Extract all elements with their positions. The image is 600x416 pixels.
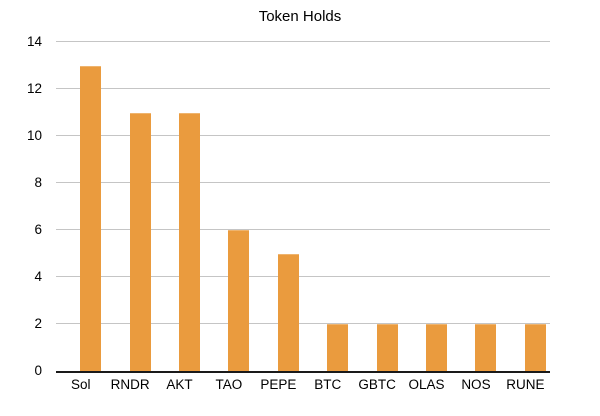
- gridline-y10: [56, 135, 550, 136]
- x-axis-label-nos: NOS: [461, 377, 491, 392]
- bar-slot-akt: [155, 42, 204, 371]
- y-axis-label-10: 10: [26, 128, 42, 143]
- bar-rune: [524, 324, 546, 371]
- x-axis-label-olas: OLAS: [408, 377, 445, 392]
- y-axis-label-4: 4: [34, 269, 42, 284]
- bars-group: [56, 42, 550, 371]
- bar-slot-pepe: [254, 42, 303, 371]
- chart-title: Token Holds: [258, 8, 342, 25]
- x-axis-label-akt: AKT: [166, 377, 193, 392]
- plot-area: [56, 41, 550, 373]
- y-axis-label-12: 12: [26, 81, 42, 96]
- gridline-y8: [56, 182, 550, 183]
- y-axis-label-14: 14: [26, 34, 42, 49]
- gridline-y2: [56, 323, 550, 324]
- gridline-y6: [56, 229, 550, 230]
- gridline-y14: [56, 41, 550, 42]
- x-axis-label-gbtc: GBTC: [358, 377, 396, 392]
- bar-tao: [228, 230, 250, 371]
- x-axis-labels: Sol RNDR AKT TAO PEPE BTC GBTC OLAS NOS RUNE: [56, 377, 550, 392]
- bar-slot-btc: [303, 42, 352, 371]
- x-axis-label-btc: BTC: [314, 377, 342, 392]
- bar-sol: [80, 65, 102, 371]
- bar-rndr: [129, 112, 151, 371]
- gridline-y12: [56, 88, 550, 89]
- bar-slot-tao: [204, 42, 253, 371]
- bar-slot-rune: [501, 42, 550, 371]
- bar-slot-olas: [402, 42, 451, 371]
- x-axis-label-pepe: PEPE: [260, 377, 297, 392]
- bar-slot-sol: [56, 42, 105, 371]
- y-axis-label-8: 8: [34, 175, 42, 190]
- gridline-y4: [56, 276, 550, 277]
- bar-gbtc: [376, 324, 398, 371]
- y-axis-label-0: 0: [34, 363, 42, 378]
- bar-akt: [179, 112, 201, 371]
- bar-pepe: [277, 253, 299, 371]
- x-axis-label-sol: Sol: [70, 377, 91, 392]
- bar-slot-gbtc: [352, 42, 401, 371]
- x-axis-label-tao: TAO: [215, 377, 243, 392]
- bar-btc: [327, 324, 349, 371]
- x-axis-label-rndr: RNDR: [110, 377, 150, 392]
- x-axis-label-rune: RUNE: [506, 377, 545, 392]
- y-axis-label-2: 2: [34, 316, 42, 331]
- y-axis-label-6: 6: [34, 222, 42, 237]
- bar-slot-rndr: [105, 42, 154, 371]
- bar-olas: [426, 324, 448, 371]
- bar-nos: [475, 324, 497, 371]
- bar-slot-nos: [451, 42, 500, 371]
